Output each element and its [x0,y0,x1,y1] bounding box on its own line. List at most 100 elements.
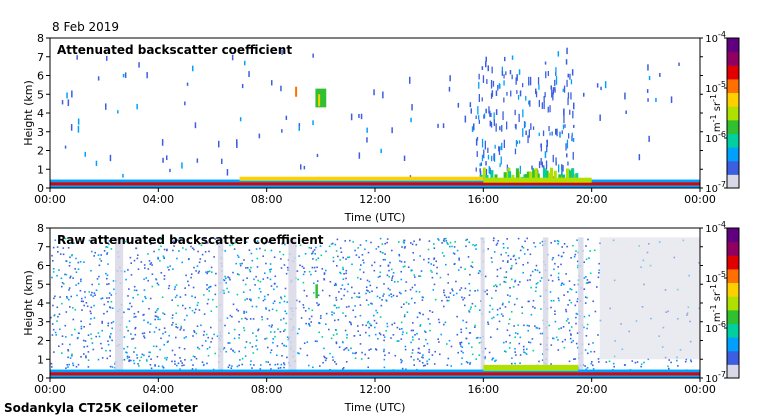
speckle [67,99,70,107]
noise-pixel [262,255,264,257]
colorbar-unit-part: -1 [709,114,718,122]
noise-pixel [311,252,314,255]
noise-pixel [192,364,194,366]
noise-pixel [318,303,320,306]
noise-pixel [517,324,519,326]
speckle [181,162,183,169]
low-cloud-cell [571,168,575,185]
noise-pixel [135,315,137,318]
noise-pixel [111,366,114,368]
colorbar-segment [727,51,739,66]
noise-pixel [576,332,579,334]
noise-pixel [59,253,62,255]
speckle [555,67,557,73]
noise-pixel [245,267,247,269]
speckle [64,145,67,149]
noise-pixel [557,254,560,257]
noise-pixel [442,239,445,242]
noise-pixel [224,275,226,278]
noise-pixel [272,341,274,344]
colorbar-tick-label: 10-7 [705,370,726,385]
noise-pixel [461,357,463,359]
noise-pixel [568,360,571,363]
colorbar-segment [727,119,739,134]
noise-pixel [668,359,670,361]
speckle [409,76,411,84]
speckle [558,164,560,173]
noise-pixel [143,354,145,357]
noise-pixel [77,282,80,285]
noise-pixel [586,279,589,281]
noise-pixel [130,333,132,335]
speckle [495,109,498,116]
noise-pixel [188,284,190,287]
speckle [300,164,302,170]
noise-pixel [155,326,157,329]
noise-pixel [315,246,317,249]
speckle [161,139,164,146]
noise-pixel [586,327,588,330]
noise-pixel [427,258,430,260]
plot-area-1 [46,37,703,192]
colorbar-segment [727,133,739,148]
noise-pixel [162,255,165,257]
speckle [647,98,649,102]
noise-pixel [216,335,219,337]
noise-pixel [152,345,155,348]
y-tick-label: 8 [37,32,44,45]
noise-pixel [53,351,55,353]
speckle [138,62,140,68]
noise-pixel [61,335,64,337]
noise-pixel [237,310,240,312]
noise-pixel [434,350,436,353]
noise-pixel [230,238,233,240]
noise-pixel [313,266,316,269]
noise-pixel [337,319,340,321]
noise-pixel [133,259,136,262]
noise-pixel [432,264,435,266]
noise-pixel [426,342,429,345]
noise-pixel [246,267,249,269]
noise-pixel [563,243,566,245]
speckle [231,54,234,61]
noise-pixel [246,318,248,321]
noise-pixel [297,278,299,281]
noise-pixel [329,352,331,355]
noise-pixel [584,365,586,367]
noise-pixel [523,348,525,351]
noise-pixel [74,328,76,331]
noise-pixel [101,322,103,324]
noise-pixel [469,363,471,365]
speckle [550,85,552,90]
noise-pixel [342,256,344,259]
speckle [573,102,575,110]
noise-pixel [577,266,579,269]
noise-pixel [103,312,105,315]
noise-pixel [270,368,272,370]
noise-pixel [245,311,248,313]
noise-pixel [529,253,532,256]
noise-pixel [561,246,563,248]
noise-pixel [81,297,83,300]
noise-pixel [460,363,463,365]
noise-pixel [255,305,258,308]
noise-pixel [493,251,496,253]
noise-pixel [157,284,160,286]
speckle [561,164,563,171]
noise-pixel [479,270,482,273]
noise-pixel [670,361,672,364]
noise-pixel [465,245,467,248]
speckle [543,101,545,110]
noise-pixel [460,341,463,344]
noise-pixel [151,264,153,266]
noise-pixel [195,270,197,272]
speckle [565,143,567,151]
noise-pixel [150,367,153,370]
noise-pixel [130,274,133,276]
noise-pixel [350,322,352,324]
colorbar-tick-exponent: -7 [718,180,726,189]
speckle [109,154,112,162]
boundary-layer-mid [483,177,592,183]
noise-pixel [484,275,487,278]
speckle [514,148,517,155]
